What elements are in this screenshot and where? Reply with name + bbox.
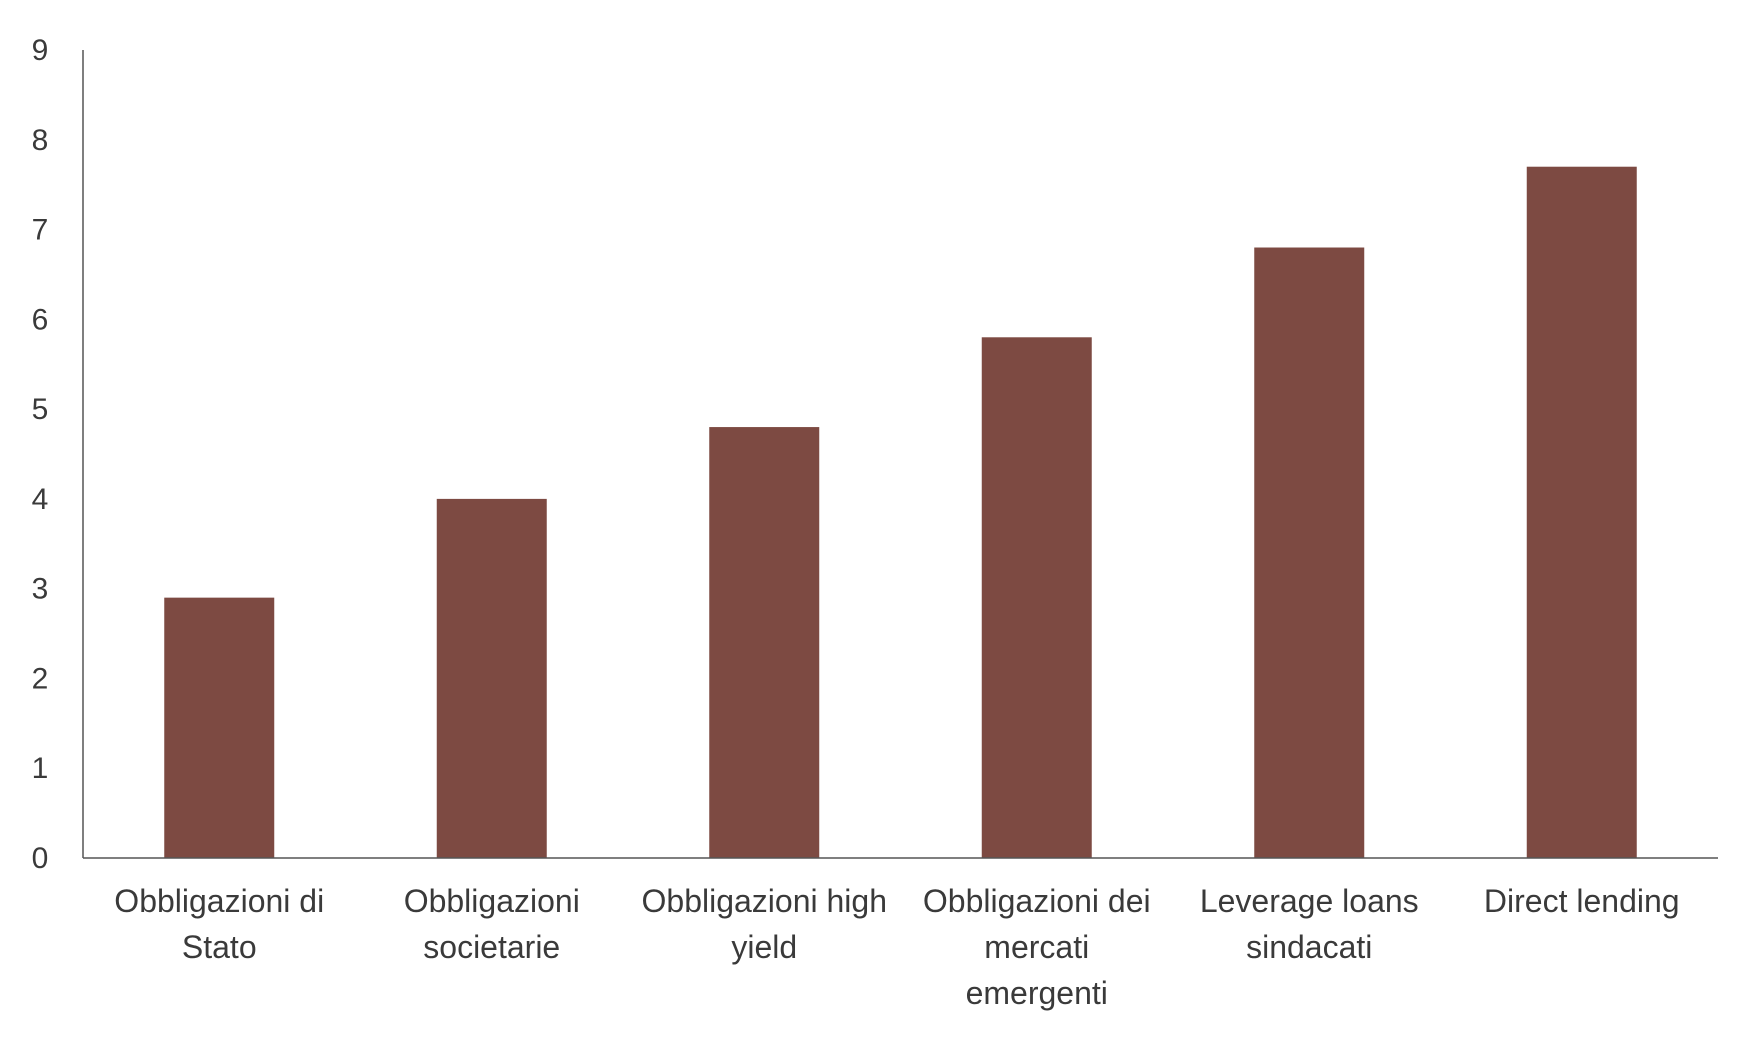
x-category-label: Obbligazioni di Stato [114, 883, 324, 965]
x-category-label: Leverage loans sindacati [1200, 883, 1419, 965]
x-axis-labels: Obbligazioni di Stato Obbligazioni societar… [114, 883, 1679, 1011]
y-tick-label: 2 [32, 662, 49, 695]
x-category-label-line: Obbligazioni dei [923, 883, 1151, 919]
x-category-label-line: Stato [182, 929, 257, 965]
y-tick-label: 1 [32, 752, 49, 785]
y-tick-label: 4 [32, 483, 49, 516]
x-category-label: Obbligazioni societarie [404, 883, 580, 965]
x-category-label-line: Obbligazioni high [642, 883, 888, 919]
x-category-label-line: Direct lending [1484, 883, 1680, 919]
y-tick-label: 3 [32, 573, 49, 606]
bar [164, 597, 275, 858]
bar [709, 427, 820, 858]
x-category-label-line: mercati [984, 929, 1089, 965]
x-category-label: Direct lending [1484, 883, 1680, 919]
bar [1254, 247, 1365, 858]
x-category-label-line: societarie [423, 929, 560, 965]
x-category-label-line: Obbligazioni di [114, 883, 324, 919]
y-axis-ticks: 0 1 2 3 4 5 6 7 8 9 [32, 34, 49, 875]
x-category-label-line: Obbligazioni [404, 883, 580, 919]
x-category-label-line: sindacati [1246, 929, 1372, 965]
bar [436, 498, 547, 858]
x-category-label-line: yield [731, 929, 797, 965]
y-tick-label: 6 [32, 303, 49, 336]
y-tick-label: 9 [32, 34, 49, 67]
y-tick-label: 5 [32, 393, 49, 426]
bar [1526, 166, 1637, 858]
x-category-label-line: emergenti [966, 975, 1108, 1011]
bars [164, 166, 1637, 858]
x-category-label-line: Leverage loans [1200, 883, 1419, 919]
bar [981, 337, 1092, 858]
x-category-label: Obbligazioni dei mercati emergenti [923, 883, 1151, 1011]
y-tick-label: 8 [32, 124, 49, 157]
y-tick-label: 7 [32, 214, 49, 247]
x-category-label: Obbligazioni high yield [642, 883, 888, 965]
y-tick-label: 0 [32, 842, 49, 875]
